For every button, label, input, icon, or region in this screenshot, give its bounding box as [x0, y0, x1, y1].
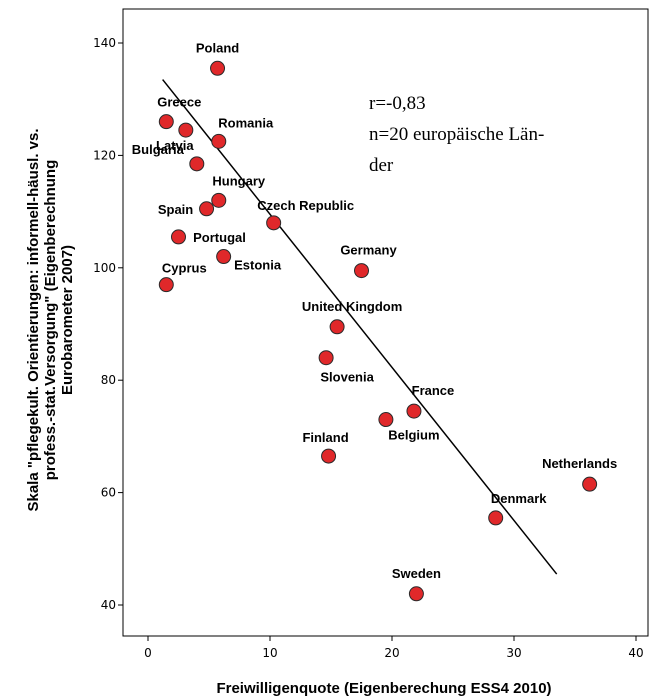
- points-layer: [158, 60, 598, 602]
- point-slovenia: [318, 350, 334, 366]
- point-label-slovenia: Slovenia: [320, 370, 374, 385]
- point-czech-republic: [266, 215, 282, 231]
- point-label-sweden: Sweden: [392, 566, 441, 581]
- y-tick-label: 140: [93, 36, 116, 50]
- point-label-france: France: [412, 383, 455, 398]
- x-axis: 0 10 20 30 40: [144, 636, 644, 660]
- point-label-romania: Romania: [218, 115, 274, 130]
- point-united-kingdom: [329, 319, 345, 335]
- y-axis-title-line-3: Eurobarometer 2007): [59, 245, 76, 395]
- y-tick-label: 40: [101, 598, 116, 612]
- point-label-hungary: Hungary: [212, 173, 266, 188]
- y-tick-label: 100: [93, 261, 116, 275]
- fit-line: [162, 79, 558, 575]
- point-label-portugal: Portugal: [193, 230, 246, 245]
- point-label-denmark: Denmark: [491, 491, 547, 506]
- point-hungary: [211, 192, 227, 208]
- x-tick-label: 20: [384, 646, 399, 660]
- annotation-line-1: r=-0,83: [369, 93, 426, 114]
- point-poland: [210, 60, 226, 76]
- x-tick-label: 40: [628, 646, 643, 660]
- point-latvia: [178, 122, 194, 138]
- x-tick-label: 30: [506, 646, 521, 660]
- point-bulgaria: [189, 156, 205, 172]
- plot-frame: [122, 8, 649, 637]
- point-label-estonia: Estonia: [234, 258, 282, 273]
- y-tick-label: 120: [93, 148, 116, 162]
- point-label-poland: Poland: [196, 40, 239, 55]
- y-axis-title: Skala "pflegekult. Orientierungen: infor…: [25, 128, 76, 511]
- point-finland: [321, 448, 337, 464]
- y-axis-title-line-2: profess.-stat.Versorgung" (Eigenberechnu…: [42, 160, 59, 481]
- point-label-greece: Greece: [157, 95, 201, 110]
- x-tick-label: 10: [262, 646, 277, 660]
- annotation-line-3: der: [369, 155, 394, 176]
- point-label-czech-republic: Czech Republic: [257, 198, 354, 213]
- point-denmark: [488, 510, 504, 526]
- point-romania: [211, 133, 227, 149]
- point-spain: [199, 201, 215, 217]
- point-label-spain: Spain: [158, 202, 193, 217]
- point-cyprus: [158, 277, 174, 293]
- point-germany: [354, 263, 369, 279]
- point-portugal: [171, 229, 186, 245]
- point-label-netherlands: Netherlands: [542, 456, 617, 471]
- y-tick-label: 80: [101, 373, 116, 387]
- point-label-belgium: Belgium: [388, 428, 439, 443]
- point-estonia: [216, 249, 232, 265]
- point-label-bulgaria: Bulgaria: [132, 142, 185, 157]
- point-belgium: [378, 412, 394, 428]
- annotation-line-2: n=20 europäische Län-: [369, 124, 544, 145]
- y-tick-label: 60: [101, 486, 116, 500]
- point-france: [406, 403, 422, 419]
- point-label-finland: Finland: [302, 430, 348, 445]
- point-label-united-kingdom: United Kingdom: [302, 299, 402, 314]
- y-axis: 40 60 80 100 120 140: [93, 36, 123, 612]
- point-label-germany: Germany: [340, 243, 397, 258]
- point-netherlands: [582, 476, 598, 492]
- x-tick-label: 0: [144, 646, 152, 660]
- y-axis-title-line-1: Skala "pflegekult. Orientierungen: infor…: [25, 128, 42, 511]
- point-greece: [158, 114, 174, 130]
- point-sweden: [408, 586, 424, 602]
- x-axis-title: Freiwilligenquote (Eigenberechung ESS4 2…: [216, 680, 551, 697]
- point-label-latvia: Latvia: [156, 138, 194, 153]
- point-label-cyprus: Cyprus: [162, 261, 207, 276]
